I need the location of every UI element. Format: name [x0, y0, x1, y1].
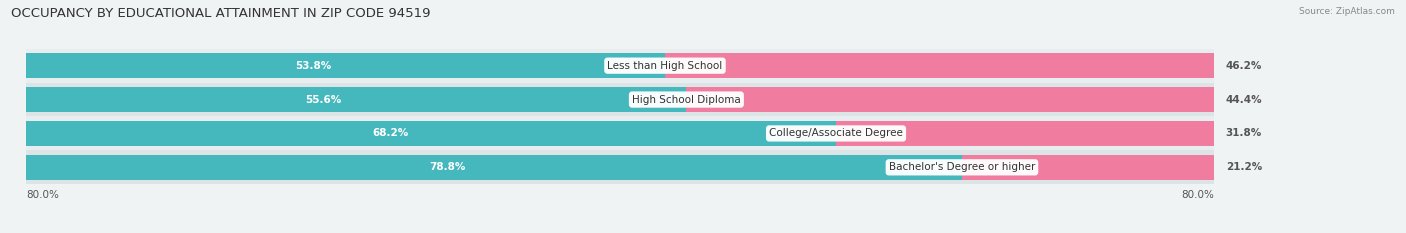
Text: 31.8%: 31.8%: [1226, 128, 1263, 138]
Text: OCCUPANCY BY EDUCATIONAL ATTAINMENT IN ZIP CODE 94519: OCCUPANCY BY EDUCATIONAL ATTAINMENT IN Z…: [11, 7, 430, 20]
Text: 55.6%: 55.6%: [305, 95, 342, 105]
Bar: [25, 53, 665, 78]
Bar: [25, 87, 686, 112]
Text: College/Associate Degree: College/Associate Degree: [769, 128, 903, 138]
Bar: [25, 116, 1213, 150]
Bar: [25, 121, 837, 146]
Text: Source: ZipAtlas.com: Source: ZipAtlas.com: [1299, 7, 1395, 16]
Text: 80.0%: 80.0%: [25, 190, 59, 200]
Bar: [665, 53, 1213, 78]
Text: Bachelor's Degree or higher: Bachelor's Degree or higher: [889, 162, 1035, 172]
Text: 68.2%: 68.2%: [373, 128, 409, 138]
Text: 78.8%: 78.8%: [429, 162, 465, 172]
Text: Less than High School: Less than High School: [607, 61, 723, 71]
Bar: [25, 49, 1213, 83]
Text: 53.8%: 53.8%: [295, 61, 332, 71]
Text: 46.2%: 46.2%: [1226, 61, 1263, 71]
Bar: [25, 155, 962, 180]
Bar: [837, 121, 1213, 146]
Bar: [25, 83, 1213, 116]
Bar: [686, 87, 1213, 112]
Text: 21.2%: 21.2%: [1226, 162, 1263, 172]
Text: 80.0%: 80.0%: [1181, 190, 1213, 200]
Bar: [25, 150, 1213, 184]
Text: High School Diploma: High School Diploma: [631, 95, 741, 105]
Text: 44.4%: 44.4%: [1226, 95, 1263, 105]
Bar: [962, 155, 1213, 180]
